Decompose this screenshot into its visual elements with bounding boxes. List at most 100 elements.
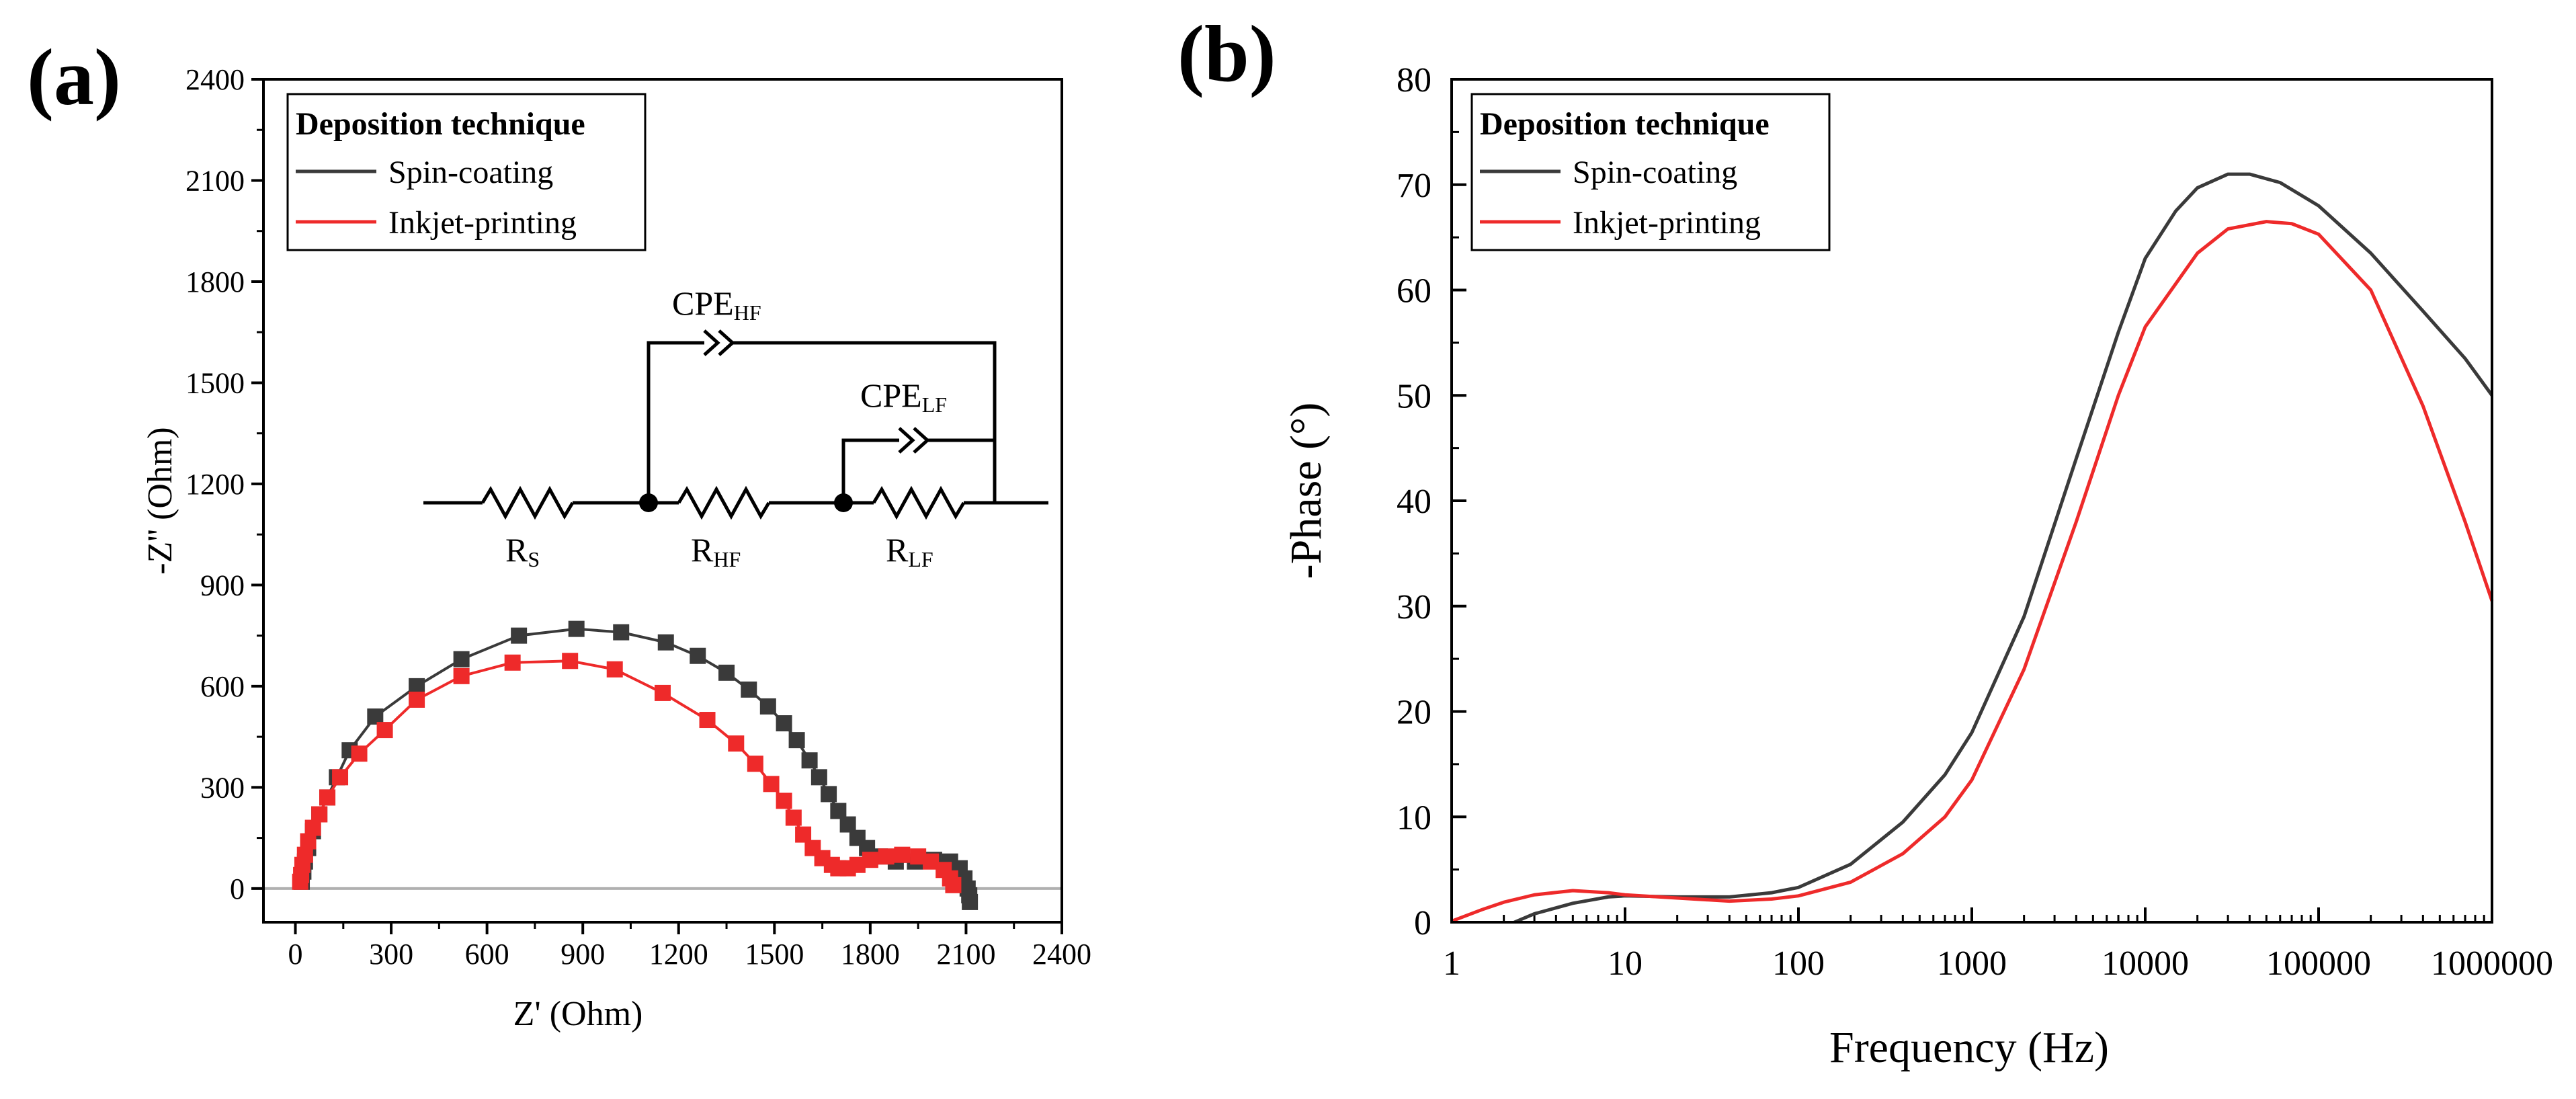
data-point-inkjet bbox=[562, 653, 579, 669]
cpelf-plate-2 bbox=[913, 427, 930, 454]
x-axis-label-b: Frequency (Hz) bbox=[1829, 1023, 2109, 1072]
label-rhf-main: R bbox=[691, 531, 714, 569]
y-tick-label-a: 1200 bbox=[185, 468, 245, 501]
y-tick-label-a: 0 bbox=[230, 872, 245, 905]
data-point-inkjet bbox=[728, 735, 745, 752]
x-tick-label-a: 0 bbox=[288, 938, 303, 971]
x-tick-label-a: 900 bbox=[560, 938, 605, 971]
data-point-spin bbox=[718, 664, 735, 681]
data-point-inkjet bbox=[699, 712, 716, 729]
y-tick-label-a: 1800 bbox=[185, 266, 245, 298]
data-point-inkjet bbox=[878, 848, 895, 865]
data-point-spin bbox=[759, 698, 776, 715]
data-point-inkjet bbox=[453, 667, 470, 684]
data-point-inkjet bbox=[409, 691, 425, 708]
data-point-inkjet bbox=[300, 833, 317, 850]
data-point-spin bbox=[801, 752, 818, 769]
label-cpehf-main: CPE bbox=[672, 284, 734, 322]
y-tick-label-a: 900 bbox=[200, 569, 245, 602]
y-tick-label-b: 20 bbox=[1397, 694, 1431, 732]
data-point-spin bbox=[839, 816, 856, 833]
cpelf-plate-1 bbox=[898, 427, 915, 454]
label-rs: RS bbox=[505, 531, 540, 571]
x-tick-label-a: 2100 bbox=[936, 938, 995, 971]
data-point-spin bbox=[367, 708, 384, 725]
nyquist-plot: 0 300 600 900 1200 1500 1800 2100 2400 0 300 600 900… bbox=[141, 63, 1091, 1033]
cpehf-wire-left bbox=[647, 341, 704, 503]
data-point-spin bbox=[568, 620, 585, 637]
y-tick-label-a: 1500 bbox=[185, 366, 245, 399]
data-point-inkjet bbox=[504, 654, 521, 671]
data-point-inkjet bbox=[795, 826, 812, 843]
data-point-spin bbox=[821, 786, 837, 803]
panel-label-b: (b) bbox=[1177, 9, 1276, 98]
label-cpelf: CPELF bbox=[860, 376, 947, 417]
y-axis-label-b: -Phase (°) bbox=[1282, 403, 1331, 579]
x-tick-label-b: 1 bbox=[1443, 944, 1460, 983]
label-rlf-sub: LF bbox=[908, 547, 933, 571]
data-point-spin bbox=[776, 715, 792, 732]
data-point-inkjet bbox=[785, 809, 802, 826]
data-point-inkjet bbox=[311, 806, 328, 823]
x-tick-label-a: 1500 bbox=[745, 938, 804, 971]
circuit-node-1 bbox=[639, 493, 658, 512]
legend-label-spin-a: Spin-coating bbox=[388, 155, 553, 190]
resistor-rs bbox=[481, 485, 575, 520]
cpelf-wire-left bbox=[841, 438, 899, 503]
label-rs-sub: S bbox=[528, 547, 540, 571]
x-tick-label-b: 10 bbox=[1608, 944, 1643, 983]
resistor-rlf bbox=[872, 485, 966, 520]
x-tick-label-a: 600 bbox=[465, 938, 509, 971]
x-tick-label-b: 100000 bbox=[2266, 944, 2371, 983]
x-axis-label-a: Z' (Ohm) bbox=[513, 995, 643, 1033]
y-tick-label-a: 600 bbox=[200, 670, 245, 703]
data-point-inkjet bbox=[655, 684, 671, 701]
series-a bbox=[292, 620, 979, 910]
data-point-spin bbox=[453, 651, 470, 667]
x-tick-label-b: 1000000 bbox=[2431, 944, 2553, 983]
legend-a: Deposition technique Spin-coating Inkjet… bbox=[286, 93, 647, 251]
data-point-inkjet bbox=[763, 776, 780, 792]
series-line-spin-b bbox=[1513, 172, 2494, 924]
cpehf-plate-2 bbox=[718, 329, 735, 356]
data-point-spin bbox=[788, 732, 805, 749]
plot-frame-a bbox=[262, 78, 1063, 924]
x-tick-label-a: 1200 bbox=[649, 938, 708, 971]
label-rs-main: R bbox=[505, 531, 528, 569]
y-tick-label-a: 2100 bbox=[185, 164, 245, 197]
data-point-spin bbox=[409, 678, 425, 694]
series-b bbox=[1451, 172, 2494, 924]
label-cpehf-sub: HF bbox=[734, 300, 761, 325]
data-point-inkjet bbox=[376, 722, 393, 739]
x-tick-label-b: 100 bbox=[1772, 944, 1825, 983]
label-cpelf-sub: LF bbox=[922, 393, 947, 417]
legend-label-inkjet-b: Inkjet-printing bbox=[1573, 205, 1761, 241]
y-tick-label-b: 40 bbox=[1397, 483, 1431, 521]
label-cpelf-main: CPE bbox=[860, 376, 922, 414]
legend-b: Deposition technique Spin-coating Inkjet… bbox=[1470, 93, 1831, 251]
resistor-rhf bbox=[677, 485, 771, 520]
legend-label-spin-b: Spin-coating bbox=[1573, 155, 1737, 190]
data-point-inkjet bbox=[304, 819, 321, 836]
cpehf-plate-1 bbox=[703, 329, 720, 356]
data-point-spin bbox=[690, 647, 706, 664]
x-tick-label-a: 300 bbox=[369, 938, 413, 971]
data-point-inkjet bbox=[862, 852, 878, 868]
circuit-node-2 bbox=[834, 493, 853, 512]
y-tick-label-b: 60 bbox=[1397, 272, 1431, 311]
x-tick-label-a: 1800 bbox=[841, 938, 900, 971]
legend-label-inkjet-a: Inkjet-printing bbox=[388, 205, 577, 241]
x-tick-label-a: 2400 bbox=[1032, 938, 1091, 971]
y-tick-label-b: 50 bbox=[1397, 377, 1431, 415]
data-point-inkjet bbox=[894, 846, 911, 863]
data-point-inkjet bbox=[319, 789, 336, 806]
axis-ticks-a: 0 300 600 900 1200 1500 1800 2100 2400 0 300 600 900… bbox=[185, 63, 1091, 971]
y-tick-label-a: 2400 bbox=[185, 63, 245, 96]
data-point-spin bbox=[511, 627, 528, 644]
data-point-inkjet bbox=[332, 769, 349, 786]
data-point-inkjet bbox=[296, 846, 313, 863]
label-rhf: RHF bbox=[691, 531, 741, 571]
data-point-spin bbox=[657, 634, 674, 651]
